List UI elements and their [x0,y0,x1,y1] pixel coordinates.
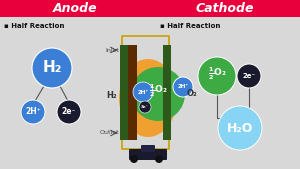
Circle shape [133,82,153,102]
Text: 3e⁻: 3e⁻ [141,105,149,109]
Circle shape [237,64,261,88]
FancyBboxPatch shape [128,45,137,140]
Circle shape [130,155,138,163]
Text: 2e⁻: 2e⁻ [242,73,256,79]
Text: 2H⁺: 2H⁺ [177,84,189,90]
Text: Cathode: Cathode [196,2,254,15]
Text: H₂: H₂ [107,91,117,100]
Text: Anode: Anode [53,2,97,15]
Text: $\mathregular{\frac{1}{2}}$O₂: $\mathregular{\frac{1}{2}}$O₂ [149,83,167,99]
FancyBboxPatch shape [0,0,150,17]
Circle shape [139,101,151,113]
Text: ▪ Half Reaction: ▪ Half Reaction [4,23,64,29]
Circle shape [21,100,45,124]
Text: Outlet: Outlet [99,130,119,136]
Text: Inlet: Inlet [105,47,119,53]
Circle shape [32,48,72,88]
Text: ▪ Half Reaction: ▪ Half Reaction [160,23,220,29]
Text: O₂: O₂ [187,89,197,98]
Text: 2H⁺: 2H⁺ [137,90,148,94]
Text: 2e⁻: 2e⁻ [62,107,76,116]
Circle shape [155,155,163,163]
FancyBboxPatch shape [120,45,128,140]
Circle shape [218,106,262,150]
Text: H₂O: H₂O [227,122,253,135]
FancyBboxPatch shape [129,149,167,160]
Circle shape [198,57,236,95]
FancyBboxPatch shape [141,145,155,152]
FancyBboxPatch shape [163,45,171,140]
Circle shape [173,77,193,97]
Circle shape [57,100,81,124]
Ellipse shape [119,59,177,137]
Circle shape [131,67,185,121]
FancyBboxPatch shape [150,0,300,17]
Text: H₂: H₂ [42,61,62,76]
Text: $\mathregular{\frac{1}{2}}$O₂: $\mathregular{\frac{1}{2}}$O₂ [208,66,226,82]
Text: 2H⁺: 2H⁺ [25,107,41,116]
